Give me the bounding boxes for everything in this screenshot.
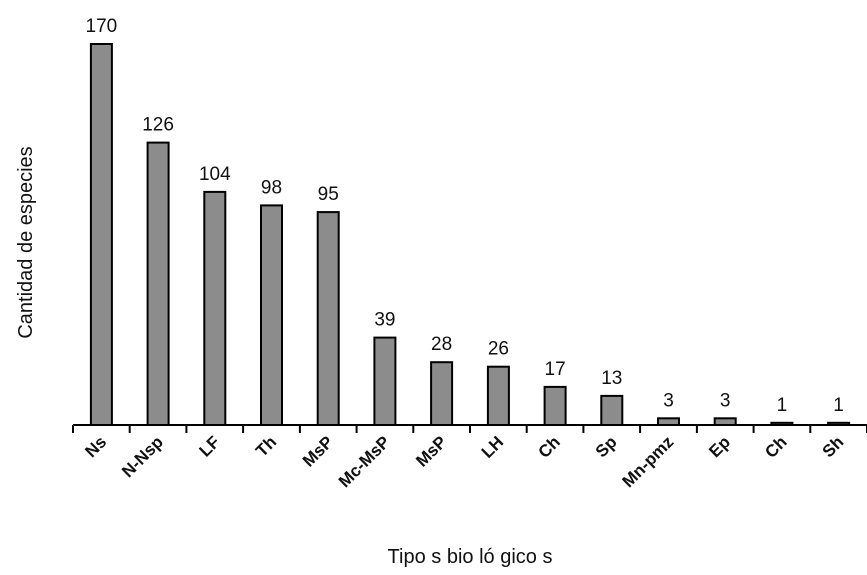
- data-labels-layer: 170 126 104 98 95 39 28 26 17 13 3 3 1 1: [86, 16, 844, 416]
- bar-10: [657, 417, 680, 426]
- x-tick-label-5: Mc-MsP: [335, 432, 394, 491]
- x-tick-label-10: Mn-pmz: [618, 432, 677, 491]
- x-tick-label-1: N-Nsp: [118, 432, 167, 481]
- bar-8: [543, 385, 567, 426]
- data-label-4: 95: [318, 184, 339, 205]
- data-label-1: 126: [142, 115, 174, 136]
- bar-1: [146, 141, 170, 426]
- x-tick-label-2: LF: [195, 432, 223, 460]
- x-tick-label-3: Th: [252, 432, 280, 460]
- x-tick-label-4: MsP: [299, 432, 337, 470]
- bars-layer: [89, 43, 851, 427]
- data-label-3: 98: [261, 177, 282, 198]
- x-tick-label-11: Ep: [705, 432, 734, 461]
- data-label-12: 1: [777, 395, 788, 416]
- bar-4: [316, 211, 340, 426]
- x-axis-title: Tipo s bio ló gico s: [388, 546, 553, 568]
- x-tick-label-7: LH: [478, 432, 507, 461]
- x-tick-label-8: Ch: [534, 432, 563, 461]
- data-label-5: 39: [374, 310, 395, 331]
- x-tick-label-9: Sp: [592, 432, 621, 461]
- data-label-7: 26: [488, 339, 509, 360]
- x-tick-label-12: Ch: [761, 432, 790, 461]
- x-tick-label-0: Ns: [81, 432, 110, 461]
- x-tick-label-6: MsP: [412, 432, 450, 470]
- data-label-13: 1: [833, 395, 844, 416]
- bar-6: [430, 361, 454, 427]
- data-label-11: 3: [720, 390, 731, 411]
- data-label-0: 170: [86, 16, 118, 37]
- bar-9: [600, 394, 624, 426]
- data-label-9: 13: [601, 368, 622, 389]
- bar-11: [713, 417, 737, 426]
- data-label-10: 3: [663, 390, 674, 411]
- bar-5: [373, 336, 397, 427]
- bar-2: [203, 190, 227, 426]
- data-label-6: 28: [431, 334, 452, 355]
- x-axis-ticks: [72, 425, 867, 433]
- x-tick-label-13: Sh: [819, 432, 848, 461]
- y-axis-title: Cantidad de especies: [15, 146, 37, 338]
- bar-3: [260, 204, 283, 426]
- bar-0: [89, 43, 113, 426]
- data-label-8: 17: [545, 359, 566, 380]
- data-label-2: 104: [199, 164, 231, 185]
- bar-7: [486, 365, 510, 427]
